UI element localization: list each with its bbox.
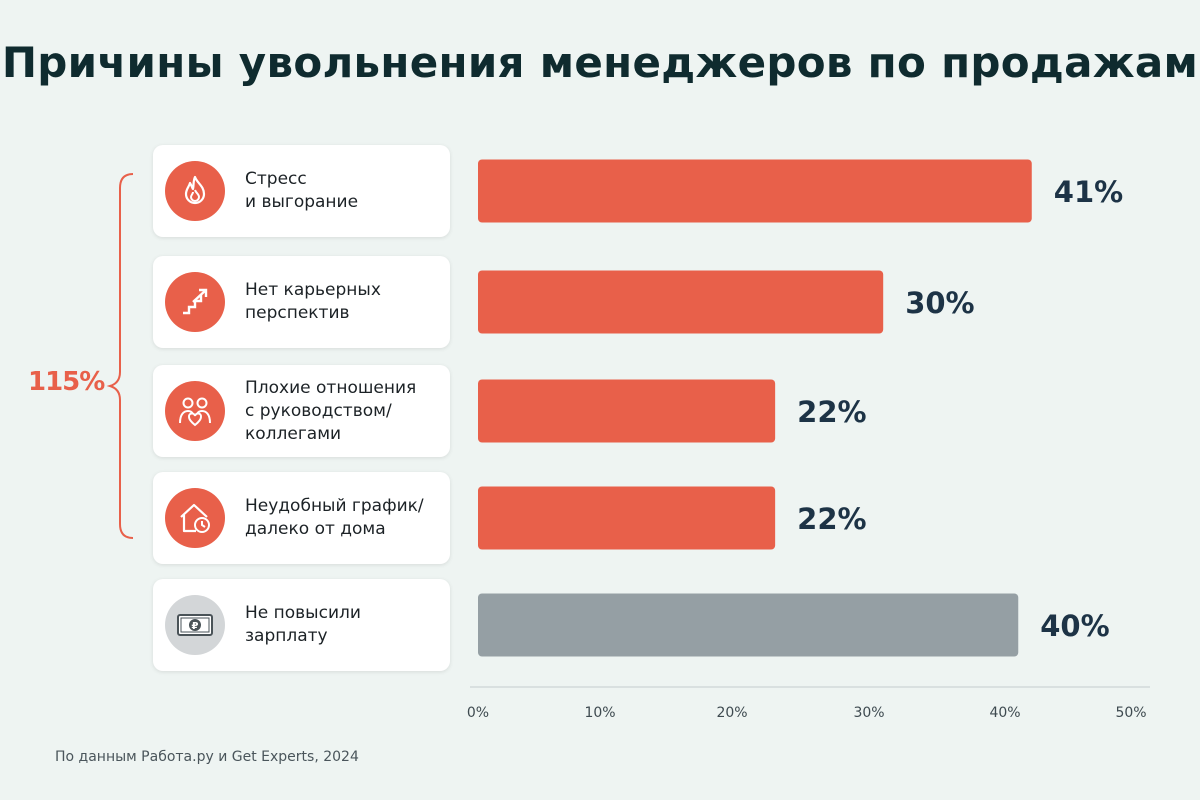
bar [478, 486, 776, 550]
bar [478, 270, 884, 334]
career-stairs-icon [165, 272, 225, 332]
category-label: Нет карьерных перспектив [245, 280, 381, 323]
category-label: Не повысили зарплату [245, 603, 361, 646]
bracket-line [106, 173, 134, 539]
ruble-banknote-icon: ₽ [165, 595, 225, 655]
x-ticks-group: 0% 10% 20% 30% 40% 50% [467, 705, 1147, 721]
category-card: Неудобный график/ далеко от дома [153, 472, 450, 564]
bar-value-label: 22% [797, 502, 866, 536]
bars-group: 41% 30% 22% 22% 40% [478, 159, 1123, 657]
bar [478, 159, 1032, 223]
bar-value-label: 41% [1054, 175, 1123, 209]
category-label: Стресс и выгорание [245, 169, 359, 212]
bar [478, 593, 1019, 657]
category-label: Плохие отношения с руководством/ коллега… [245, 377, 417, 444]
x-tick-label: 10% [584, 705, 615, 721]
x-tick-label: 20% [716, 705, 747, 721]
flame-icon [165, 161, 225, 221]
category-card: ₽ Не повысили зарплату [153, 579, 450, 671]
x-tick-label: 40% [989, 705, 1020, 721]
category-card: Нет карьерных перспектив [153, 256, 450, 348]
x-tick-label: 30% [853, 705, 884, 721]
bar-value-label: 40% [1040, 609, 1109, 643]
x-tick-label: 0% [467, 705, 489, 721]
source-note: По данным Работа.ру и Get Experts, 2024 [55, 749, 359, 765]
house-clock-icon [165, 488, 225, 548]
category-card: Плохие отношения с руководством/ коллега… [153, 365, 450, 457]
bar-value-label: 22% [797, 395, 866, 429]
bar [478, 379, 776, 443]
bar-value-label: 30% [905, 286, 974, 320]
chart-title: Причины увольнения менеджеров по продажа… [1, 38, 1199, 87]
svg-text:₽: ₽ [192, 621, 199, 632]
category-card: Стресс и выгорание [153, 145, 450, 237]
people-heart-icon [165, 381, 225, 441]
bracket-total-label: 115% [28, 367, 105, 397]
category-label: Неудобный график/ далеко от дома [245, 496, 424, 539]
x-tick-label: 50% [1115, 705, 1146, 721]
